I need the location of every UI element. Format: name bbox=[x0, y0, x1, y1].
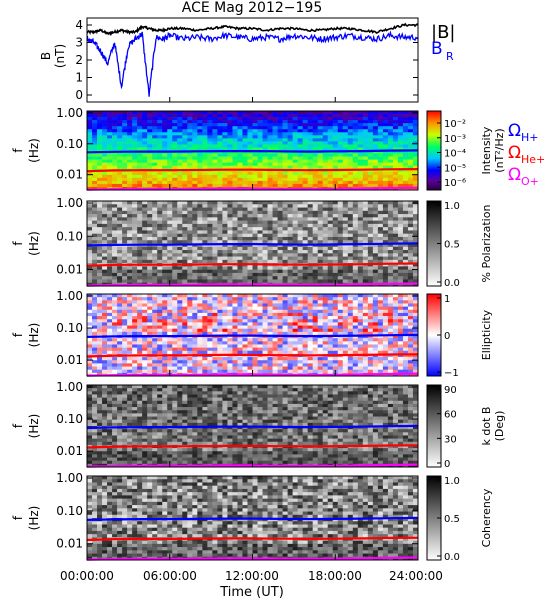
y-tick-label: 0.01 bbox=[56, 263, 83, 277]
y-tick-label: 0.10 bbox=[56, 412, 83, 426]
colorbar-label: k dot B bbox=[480, 407, 493, 446]
colorbar-tick-label: 30 bbox=[444, 434, 457, 445]
colorbar-tick-label: 1 bbox=[444, 294, 450, 305]
he-plus-gyrofrequency bbox=[86, 168, 419, 173]
colorbar-tick-label: 0 bbox=[444, 459, 450, 470]
y-axis-unit: (Hz) bbox=[27, 231, 41, 256]
chart-title: ACE Mag 2012−195 bbox=[182, 0, 322, 16]
y-tick-label: 0.01 bbox=[56, 168, 83, 182]
y-tick-label: 1.00 bbox=[56, 196, 83, 210]
y-tick-label: 0.10 bbox=[56, 137, 83, 151]
colorbar-tick-label: 1.0 bbox=[444, 476, 460, 487]
x-tick-label: 00:00:00 bbox=[60, 569, 114, 583]
y-axis-unit: (Hz) bbox=[27, 414, 41, 439]
panel-kdotb: 1.00 0.10 0.01 f (Hz) 90 60 30 0 k dot B (Deg) bbox=[11, 380, 506, 470]
y-axis-label: f bbox=[11, 332, 25, 337]
y-tick-label: 0.01 bbox=[56, 537, 83, 551]
colorbar-tick-label: 10⁻⁵ bbox=[444, 163, 466, 174]
colorbar-label: Intensity bbox=[480, 126, 493, 174]
x-tick-label: 24:00:00 bbox=[389, 569, 443, 583]
h-plus-gyrofrequency bbox=[86, 242, 419, 247]
y-axis-label: f bbox=[11, 515, 25, 520]
h-plus-gyrofrequency bbox=[86, 424, 419, 429]
panel-intensity: 1.00 0.10 0.01 f (Hz) 10⁻² 10⁻³ 10⁻⁴ 10⁻⁵ 10⁻⁶ Int… bbox=[11, 106, 545, 191]
legend-br: B bbox=[431, 39, 443, 59]
y-axis-label: f bbox=[11, 241, 25, 246]
colorbar-tick-label: 0.0 bbox=[444, 278, 460, 289]
y-tick-label: 0.01 bbox=[56, 444, 83, 458]
y-axis-unit: (Hz) bbox=[27, 506, 41, 531]
legend-o-plus-label: O+ bbox=[521, 175, 539, 188]
y-axis-label: f bbox=[11, 423, 25, 428]
legend-h-plus-symbol: Ω bbox=[508, 121, 521, 141]
panel-polarization: 1.00 0.10 0.01 f (Hz) 1.0 0.5 0.0 % Polarization bbox=[11, 196, 493, 289]
y-axis-unit: (Hz) bbox=[27, 323, 41, 348]
y-axis-label: f bbox=[11, 148, 25, 153]
series-line-btotal bbox=[86, 22, 419, 37]
colorbar-unit: (Deg) bbox=[493, 411, 506, 442]
colorbar-tick-label: 10⁻² bbox=[444, 119, 466, 130]
y-axis-unit: (Hz) bbox=[27, 138, 41, 163]
y-tick-label: 1.00 bbox=[56, 106, 83, 120]
y-axis-label: B bbox=[39, 52, 53, 60]
legend-h-plus-label: H+ bbox=[521, 131, 539, 144]
y-tick-label: 0.10 bbox=[56, 321, 83, 335]
colorbar-unit: (nT²/Hz) bbox=[493, 128, 506, 172]
y-tick-label: 0.01 bbox=[56, 353, 83, 367]
colorbar-tick-label: 0.0 bbox=[444, 552, 460, 563]
series-line-br bbox=[86, 30, 419, 97]
x-tick-label: 18:00:00 bbox=[308, 569, 362, 583]
colorbar bbox=[426, 384, 442, 468]
legend-he-plus-label: He+ bbox=[521, 153, 545, 166]
y-tick-label: 1.00 bbox=[56, 380, 83, 394]
colorbar-tick-label: 0.5 bbox=[444, 514, 460, 525]
x-axis-label: Time (UT) bbox=[219, 585, 284, 600]
y-tick-label: 1.00 bbox=[56, 471, 83, 485]
plot-frame bbox=[86, 17, 419, 103]
colorbar bbox=[426, 110, 442, 191]
he-plus-gyrofrequency bbox=[86, 444, 419, 449]
x-tick-label: 06:00:00 bbox=[143, 569, 197, 583]
y-tick-label: 3 bbox=[75, 36, 83, 50]
colorbar-label: % Polarization bbox=[480, 205, 493, 283]
y-tick-label: 1.00 bbox=[56, 289, 83, 303]
h-plus-gyrofrequency bbox=[86, 333, 419, 338]
colorbar-tick-label: 0 bbox=[444, 331, 450, 342]
panel-coherency: 1.00 0.10 0.01 f (Hz) 1.0 0.5 0.0 Coherency bbox=[11, 471, 493, 563]
h-plus-gyrofrequency bbox=[86, 516, 419, 521]
colorbar-tick-label: 10⁻⁴ bbox=[444, 149, 466, 160]
colorbar-tick-label: 10⁻⁶ bbox=[444, 178, 466, 189]
legend-btotal: |B| bbox=[431, 22, 455, 43]
he-plus-gyrofrequency bbox=[86, 536, 419, 542]
legend-o-plus-symbol: Ω bbox=[508, 165, 521, 185]
y-tick-label: 0.10 bbox=[56, 229, 83, 243]
y-tick-label: 4 bbox=[75, 18, 83, 32]
colorbar-tick-label: 60 bbox=[444, 410, 457, 421]
colorbar-label: Ellipticity bbox=[480, 309, 493, 360]
colorbar-tick-label: 0.5 bbox=[444, 240, 460, 251]
colorbar-tick-label: 90 bbox=[444, 385, 457, 396]
y-tick-label: 2 bbox=[75, 53, 83, 67]
y-tick-label: 1 bbox=[75, 71, 83, 85]
y-tick-label: 0 bbox=[75, 88, 83, 102]
x-tick-label: 12:00:00 bbox=[225, 569, 279, 583]
y-tick-label: 0.10 bbox=[56, 504, 83, 518]
legend-br-subscript: R bbox=[446, 50, 454, 63]
y-axis-unit: (nT) bbox=[53, 44, 67, 68]
panel-ellipticity: 1.00 0.10 0.01 f (Hz) 1 0 −1 Ellipticity bbox=[11, 289, 493, 379]
colorbar-tick-label: −1 bbox=[444, 368, 459, 379]
x-axis: 00:00:00 06:00:00 12:00:00 18:00:00 24:0… bbox=[60, 569, 443, 600]
colorbar-tick-label: 10⁻³ bbox=[444, 134, 466, 145]
colorbar-label: Coherency bbox=[480, 488, 493, 547]
h-plus-gyrofrequency bbox=[86, 149, 419, 154]
colorbar-tick-label: 1.0 bbox=[444, 201, 460, 212]
legend-he-plus-symbol: Ω bbox=[508, 143, 521, 163]
he-plus-gyrofrequency bbox=[86, 262, 419, 267]
he-plus-gyrofrequency bbox=[86, 353, 419, 358]
